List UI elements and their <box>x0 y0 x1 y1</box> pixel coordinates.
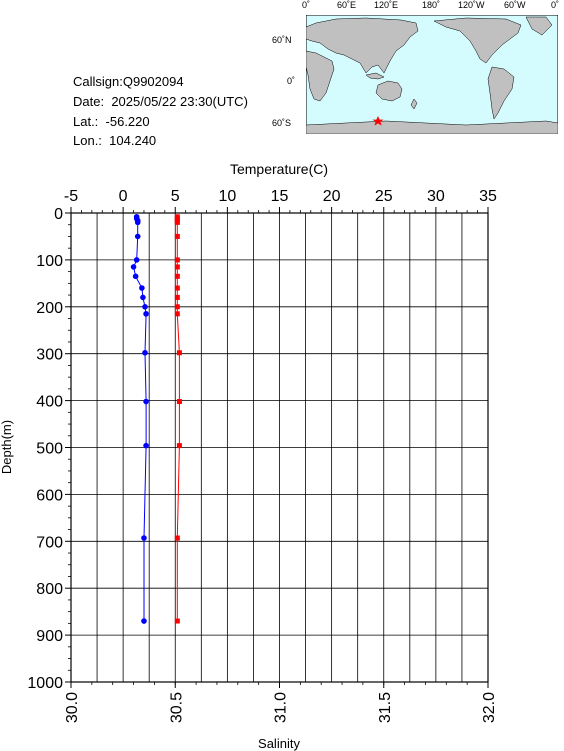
salinity-point <box>174 304 180 310</box>
temperature-tick-label: 5 <box>171 188 180 205</box>
callsign-label: Callsign: <box>73 74 123 89</box>
salinity-tick-label: 31.5 <box>377 692 394 723</box>
map-lon-label-4: 120˚W <box>458 0 485 10</box>
depth-tick-label: 600 <box>36 487 63 504</box>
salinity-point <box>174 264 180 270</box>
depth-tick-label: 900 <box>36 628 63 645</box>
temperature-point <box>142 304 148 310</box>
salinity-tick-label: 31.0 <box>273 692 290 723</box>
salinity-point <box>174 311 180 317</box>
temperature-point <box>142 349 148 356</box>
landmass-eurasia <box>306 17 419 74</box>
salinity-point <box>174 257 180 263</box>
depth-axis-title: Depth(m) <box>0 420 14 474</box>
lat-label: Lat.: <box>73 114 99 129</box>
temperature-point <box>134 219 141 226</box>
temperature-tick-label: 0 <box>119 188 128 205</box>
map-lat-label-1: 0˚ <box>287 76 296 86</box>
salinity-point <box>176 399 182 405</box>
salinity-axis-title: Salinity <box>258 736 300 751</box>
lon-value: 104.240 <box>109 133 157 148</box>
salinity-point <box>174 273 180 279</box>
depth-tick-label: 700 <box>36 534 63 551</box>
temperature-axis-title: Temperature(C) <box>230 161 328 177</box>
salinity-tick-label: 30.0 <box>64 692 81 723</box>
map-lon-label-1: 60˚E <box>337 0 357 10</box>
salinity-point <box>174 219 180 225</box>
location-map <box>306 15 558 134</box>
chart-grid <box>71 213 488 682</box>
map-lon-label-6: 0˚ <box>551 0 560 10</box>
depth-tick-label: 300 <box>36 347 63 364</box>
map-lon-label-3: 180˚ <box>422 0 441 10</box>
map-lat-label-0: 60˚N <box>272 35 292 45</box>
map-lat-label-2: 60˚S <box>272 118 292 128</box>
temperature-point <box>130 264 137 270</box>
lon-line: Lon.: 104.240 <box>73 133 156 149</box>
landmass-south-america <box>487 66 515 120</box>
depth-tick-label: 200 <box>36 300 63 317</box>
salinity-point <box>176 350 182 356</box>
landmass-africa <box>306 50 335 102</box>
temperature-tick-label: -5 <box>64 188 78 205</box>
series-layer <box>130 213 182 624</box>
depth-tick-label: 500 <box>36 441 63 458</box>
temperature-point <box>143 442 149 449</box>
temperature-point <box>143 311 149 317</box>
callsign-value: Q9902094 <box>122 74 184 89</box>
date-label: Date: <box>73 94 105 109</box>
temperature-point <box>141 535 147 541</box>
salinity-tick-label: 30.5 <box>168 692 185 723</box>
salinity-point <box>174 535 180 541</box>
depth-tick-label: 1000 <box>27 675 63 692</box>
lon-label: Lon.: <box>73 133 102 148</box>
landmass-antarctica <box>306 120 558 134</box>
lat-line: Lat.: -56.220 <box>73 114 150 130</box>
temperature-point <box>141 618 147 624</box>
landmass-indonesia <box>365 72 385 80</box>
map-lon-label-5: 60˚W <box>504 0 526 10</box>
temperature-tick-label: 30 <box>427 188 445 205</box>
callsign-line: Callsign:Q9902094 <box>73 74 184 90</box>
depth-tick-label: 100 <box>36 253 63 270</box>
landmass-australia <box>375 80 403 102</box>
plot-frame <box>70 212 489 683</box>
depth-tick-label: 400 <box>36 394 63 411</box>
depth-tick-label: 0 <box>54 206 63 223</box>
landmass-new-zealand <box>410 98 418 110</box>
temperature-tick-label: 10 <box>218 188 236 205</box>
map-land <box>306 16 558 134</box>
landmass-north-america <box>433 17 522 64</box>
temperature-point <box>134 233 141 240</box>
salinity-tick-label: 32.0 <box>481 692 498 723</box>
red-star-icon <box>372 116 384 126</box>
date-line: Date: 2025/05/22 23:30(UTC) <box>73 94 248 110</box>
depth-tick-label: 800 <box>36 581 63 598</box>
date-value: 2025/05/22 23:30(UTC) <box>111 94 248 109</box>
temperature-point <box>133 257 140 263</box>
temperature-tick-label: 35 <box>479 188 497 205</box>
temperature-point <box>143 398 149 405</box>
salinity-point <box>176 443 182 449</box>
salinity-point <box>174 294 180 300</box>
map-lon-label-2: 120˚E <box>374 0 399 10</box>
landmass-greenland <box>525 16 553 36</box>
temperature-point <box>132 273 139 280</box>
temperature-tick-label: 15 <box>271 188 289 205</box>
salinity-point <box>174 285 180 291</box>
temperature-tick-label: 20 <box>323 188 341 205</box>
map-lon-label-0: 0˚ <box>302 0 311 10</box>
salinity-point <box>174 233 180 239</box>
temperature-tick-label: 25 <box>375 188 393 205</box>
lat-value: -56.220 <box>105 114 150 129</box>
temperature-point <box>139 285 145 291</box>
salinity-point <box>174 618 180 624</box>
temperature-point <box>140 294 146 301</box>
